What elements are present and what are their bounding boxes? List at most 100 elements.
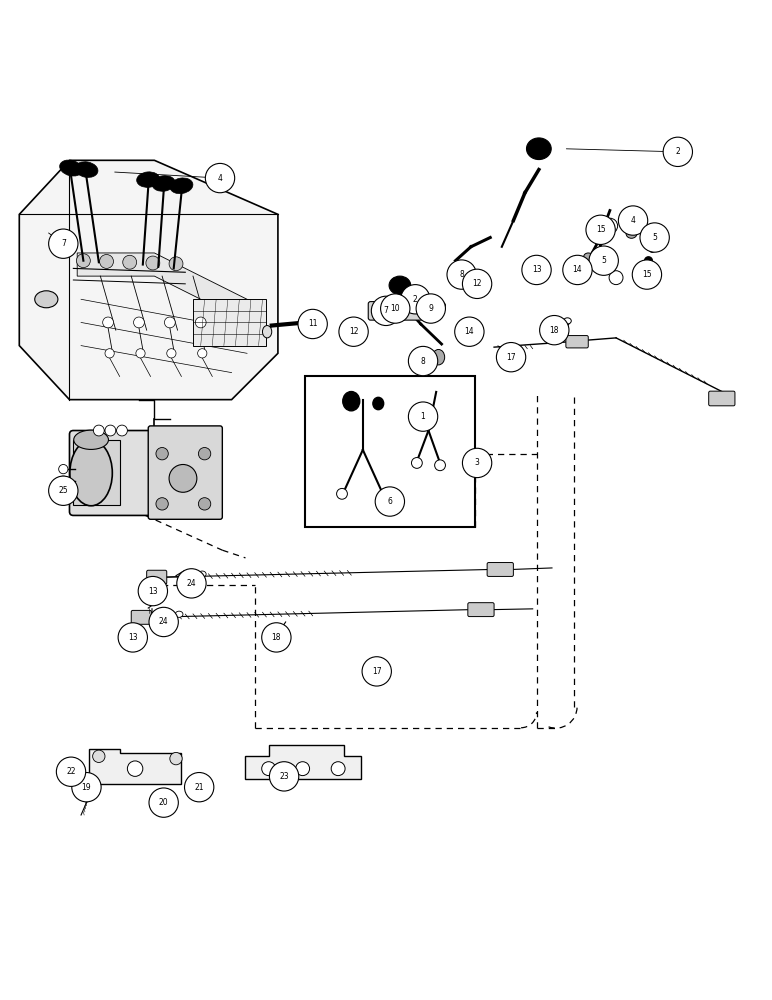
Circle shape <box>105 425 116 436</box>
Circle shape <box>100 255 113 268</box>
Circle shape <box>411 458 422 468</box>
Circle shape <box>49 476 78 505</box>
Circle shape <box>408 346 438 376</box>
Ellipse shape <box>278 634 284 638</box>
Circle shape <box>362 657 391 686</box>
Ellipse shape <box>198 571 206 577</box>
Text: 25: 25 <box>59 486 68 495</box>
Circle shape <box>170 752 182 765</box>
Ellipse shape <box>175 611 183 617</box>
Circle shape <box>378 491 389 502</box>
Circle shape <box>462 448 492 478</box>
Ellipse shape <box>475 324 482 333</box>
Text: 21: 21 <box>195 783 204 792</box>
Ellipse shape <box>389 276 411 295</box>
Text: 8: 8 <box>459 270 464 279</box>
Text: 4: 4 <box>218 174 222 183</box>
Ellipse shape <box>69 440 112 506</box>
Circle shape <box>640 223 669 252</box>
Circle shape <box>136 349 145 358</box>
Circle shape <box>72 773 101 802</box>
Circle shape <box>146 256 160 270</box>
Polygon shape <box>305 376 475 527</box>
Circle shape <box>455 317 484 346</box>
Ellipse shape <box>75 162 98 177</box>
Text: 18: 18 <box>550 326 559 335</box>
FancyBboxPatch shape <box>147 570 167 584</box>
Circle shape <box>134 317 144 328</box>
Text: 5: 5 <box>601 256 606 265</box>
Polygon shape <box>19 160 278 400</box>
Circle shape <box>156 498 168 510</box>
Circle shape <box>169 257 183 271</box>
FancyBboxPatch shape <box>566 336 588 348</box>
FancyBboxPatch shape <box>148 426 222 519</box>
Circle shape <box>435 460 445 471</box>
Circle shape <box>149 607 178 637</box>
Circle shape <box>103 317 113 328</box>
Circle shape <box>645 257 652 265</box>
Ellipse shape <box>626 229 637 238</box>
Ellipse shape <box>59 160 83 176</box>
Circle shape <box>589 246 618 275</box>
Circle shape <box>167 349 176 358</box>
Circle shape <box>649 246 655 252</box>
Text: 2: 2 <box>413 295 418 304</box>
Text: 15: 15 <box>642 270 652 279</box>
Ellipse shape <box>584 253 593 261</box>
Ellipse shape <box>35 291 58 308</box>
FancyBboxPatch shape <box>131 610 151 624</box>
Text: 23: 23 <box>279 772 289 781</box>
Circle shape <box>496 343 526 372</box>
Circle shape <box>262 623 291 652</box>
Circle shape <box>198 498 211 510</box>
Circle shape <box>93 425 104 436</box>
Text: 19: 19 <box>82 783 91 792</box>
Circle shape <box>56 757 86 786</box>
Ellipse shape <box>527 138 551 160</box>
Circle shape <box>574 269 587 283</box>
Circle shape <box>522 255 551 285</box>
Text: 20: 20 <box>159 798 168 807</box>
Circle shape <box>618 206 648 235</box>
Circle shape <box>540 315 569 345</box>
Ellipse shape <box>152 176 175 191</box>
Text: 12: 12 <box>349 327 358 336</box>
Circle shape <box>127 761 143 776</box>
Circle shape <box>602 218 618 234</box>
Text: 7: 7 <box>61 239 66 248</box>
Circle shape <box>339 317 368 346</box>
Circle shape <box>462 269 492 299</box>
Polygon shape <box>245 745 361 779</box>
Circle shape <box>59 488 68 497</box>
Text: 14: 14 <box>465 327 474 336</box>
Circle shape <box>663 137 692 166</box>
Text: 3: 3 <box>475 458 479 467</box>
Ellipse shape <box>137 172 160 187</box>
Ellipse shape <box>581 263 590 271</box>
Text: 17: 17 <box>506 353 516 362</box>
Circle shape <box>371 296 401 326</box>
FancyBboxPatch shape <box>709 391 735 406</box>
Ellipse shape <box>435 302 445 309</box>
Circle shape <box>198 448 211 460</box>
Circle shape <box>375 487 405 516</box>
Ellipse shape <box>564 318 571 324</box>
Circle shape <box>59 464 68 474</box>
Text: 15: 15 <box>596 225 605 234</box>
Circle shape <box>164 317 175 328</box>
Polygon shape <box>77 253 262 330</box>
Circle shape <box>401 285 430 314</box>
Circle shape <box>156 448 168 460</box>
Circle shape <box>648 266 661 278</box>
Circle shape <box>205 163 235 193</box>
Text: 13: 13 <box>532 265 541 274</box>
Text: 14: 14 <box>573 265 582 274</box>
Circle shape <box>337 488 347 499</box>
Text: 13: 13 <box>148 587 157 596</box>
Circle shape <box>195 317 206 328</box>
Circle shape <box>105 349 114 358</box>
Circle shape <box>269 762 299 791</box>
Circle shape <box>632 260 662 289</box>
Text: 22: 22 <box>66 767 76 776</box>
